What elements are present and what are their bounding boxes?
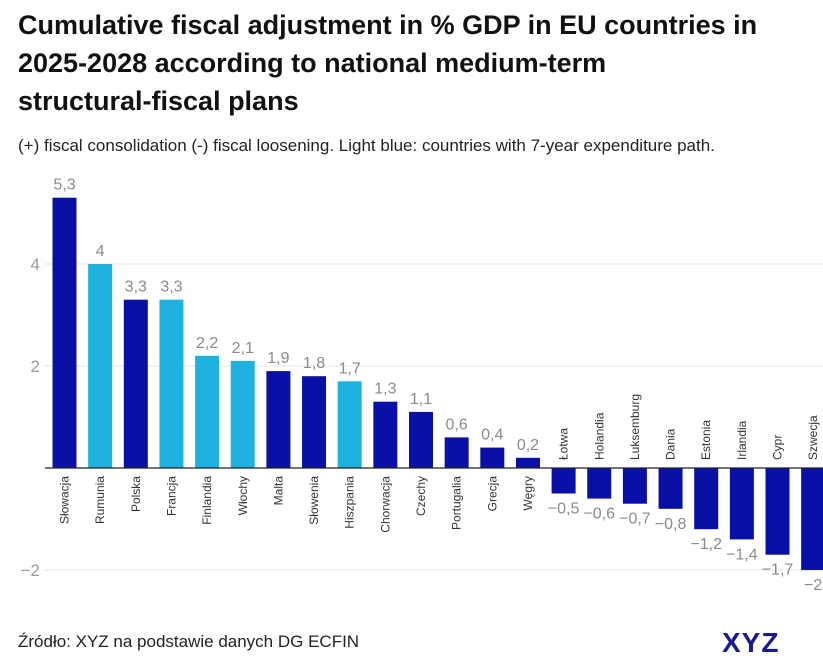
category-label: Portugalia: [450, 476, 464, 530]
bar: [658, 468, 683, 509]
data-label: −0,7: [619, 511, 651, 528]
bar: [373, 401, 398, 468]
chart-title-line-3: structural-fiscal plans: [18, 86, 299, 116]
data-label: 2,1: [232, 340, 254, 357]
category-label: Dania: [664, 428, 678, 460]
category-label: Szwecja: [806, 415, 820, 460]
data-label: 0,2: [517, 437, 539, 454]
bar: [801, 468, 823, 570]
data-label: −1,7: [762, 562, 794, 579]
bar: [515, 457, 540, 468]
bar: [159, 299, 184, 468]
data-label: 5,3: [53, 177, 75, 194]
chart-title-line-2: 2025-2028 according to national medium-t…: [18, 48, 607, 78]
chart-subtitle: (+) fiscal consolidation (-) fiscal loos…: [18, 136, 715, 155]
category-label: Włochy: [236, 476, 250, 515]
bar-chart: −2 2 4 5,3 Słowacja 4 Rumunia 3,3 Polska 3,3 Franc…: [21, 177, 823, 594]
data-label: 1,1: [410, 391, 432, 408]
bar: [480, 447, 505, 468]
data-label: 1,9: [267, 350, 289, 367]
bar: [52, 197, 77, 468]
bar: [444, 437, 469, 468]
category-label: Grecja: [485, 476, 499, 512]
bar: [266, 371, 291, 468]
data-label: 1,7: [339, 360, 361, 377]
category-label: Czechy: [414, 476, 428, 516]
data-label: 2,2: [196, 335, 218, 352]
category-label: Polska: [129, 476, 143, 512]
bar: [694, 468, 719, 530]
data-label: 1,3: [374, 381, 396, 398]
category-label: Węgry: [521, 476, 535, 511]
bar: [195, 355, 220, 468]
data-label: −0,8: [655, 516, 687, 533]
category-label: Hiszpania: [343, 476, 357, 529]
bar: [123, 299, 148, 468]
category-label: Holandia: [592, 412, 606, 460]
data-label: 0,6: [446, 416, 468, 433]
chart-title-line-1: Cumulative fiscal adjustment in % GDP in…: [18, 10, 758, 40]
category-label: Luksemburg: [628, 394, 642, 460]
data-label: −0,5: [548, 501, 580, 518]
bar: [302, 376, 327, 468]
category-label: Łotwa: [557, 428, 571, 460]
category-label: Chorwacja: [378, 476, 392, 533]
bar: [551, 468, 576, 494]
bar: [587, 468, 612, 499]
data-label: 0,4: [481, 427, 503, 444]
y-tick-label: 4: [31, 255, 40, 274]
bar: [409, 411, 433, 468]
data-label: 4: [96, 243, 105, 260]
category-label: Estonia: [699, 420, 713, 460]
category-label: Finlandia: [200, 476, 214, 525]
data-label: 3,3: [125, 279, 147, 296]
chart-title: Cumulative fiscal adjustment in % GDP in…: [18, 6, 823, 120]
category-label: Słowacja: [58, 476, 72, 524]
category-label: Francja: [164, 476, 178, 516]
category-label: Rumunia: [93, 476, 107, 524]
data-label: −0,6: [583, 506, 615, 523]
bar: [88, 264, 113, 468]
data-label: −1,4: [726, 546, 758, 563]
logo-text: XYZ: [722, 628, 779, 656]
bar: [765, 468, 790, 555]
y-tick-label: 2: [31, 357, 40, 376]
bar: [337, 381, 362, 468]
data-label: 1,8: [303, 355, 325, 372]
source-note: Źródło: XYZ na podstawie danych DG ECFIN: [18, 632, 360, 651]
category-label: Irlandia: [735, 420, 749, 460]
bar: [729, 468, 754, 540]
xyz-logo: XYZ: [722, 628, 779, 656]
data-label: −2: [804, 577, 822, 594]
data-label: 3,3: [160, 279, 182, 296]
category-label: Cypr: [771, 435, 785, 460]
y-tick-label: −2: [21, 561, 40, 580]
data-label: −1,2: [690, 536, 722, 553]
bar: [230, 360, 255, 468]
category-label: Słowenia: [307, 476, 321, 525]
bar: [622, 468, 647, 504]
category-label: Malta: [271, 476, 285, 506]
